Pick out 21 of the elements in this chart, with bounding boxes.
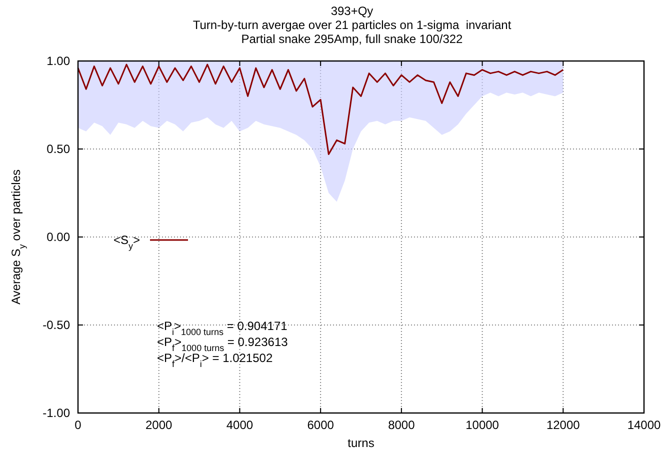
x-tick-label: 0 bbox=[74, 418, 82, 432]
x-tick-label: 4000 bbox=[226, 418, 254, 432]
legend-label: <S$_{y}$> bbox=[113, 233, 140, 251]
y-tick-label: 0.00 bbox=[46, 230, 70, 244]
annotation: <P$_{f}$>/<P$_{i}$> = 1.021502 bbox=[157, 351, 273, 369]
line-series bbox=[77, 64, 564, 156]
x-tick-label: 6000 bbox=[307, 418, 334, 432]
chart-title: 393+Qy bbox=[330, 4, 374, 18]
y-tick-label: 0.50 bbox=[46, 142, 70, 156]
x-tick-label: 14000 bbox=[627, 418, 662, 432]
x-axis-title: turns bbox=[348, 436, 374, 450]
x-tick-label: 10000 bbox=[466, 418, 500, 432]
y-tick-label: -0.50 bbox=[42, 318, 70, 332]
y-tick-label: -1.00 bbox=[42, 406, 70, 420]
x-tick-label: 12000 bbox=[546, 418, 580, 432]
x-tick-label: 2000 bbox=[146, 418, 173, 432]
x-tick-label: 8000 bbox=[388, 418, 416, 432]
annotation: <P$_{f}$>$_{1000 turns}$ = 0.923613 bbox=[157, 335, 288, 353]
annotation: <P$_{i}$>$_{1000 turns}$ = 0.904171 bbox=[157, 319, 288, 337]
y-tick-label: 1.00 bbox=[46, 54, 70, 68]
chart-subtitle: Turn-by-turn avergae over 21 particles on 1-sigma invariant Partial snake 295Amp, full snake 100/322 bbox=[192, 18, 512, 46]
